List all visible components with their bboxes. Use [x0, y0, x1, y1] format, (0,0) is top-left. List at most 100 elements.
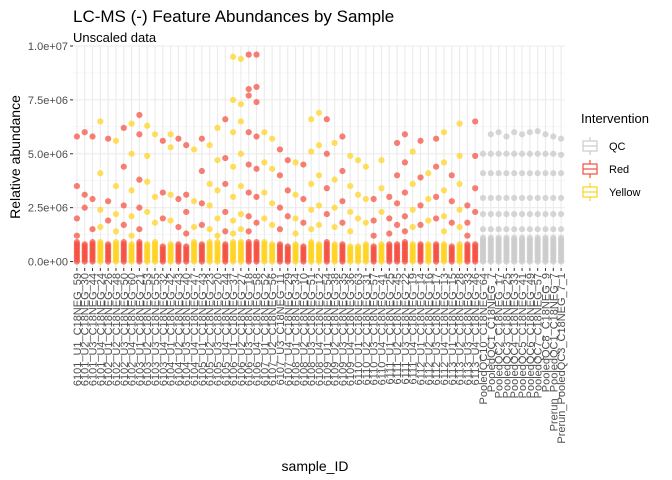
data-point — [136, 226, 143, 233]
sample-series — [331, 139, 338, 265]
data-point — [518, 194, 526, 202]
data-point — [393, 200, 401, 207]
data-point — [237, 55, 245, 63]
data-point — [261, 129, 268, 136]
data-point — [503, 133, 510, 140]
data-point — [284, 187, 291, 194]
data-point — [534, 211, 541, 218]
x-tick-label: 6105_U3_C18NEG_20 — [212, 273, 224, 386]
y-tick-label: 7.5e+06 — [28, 95, 68, 107]
data-point — [425, 241, 432, 248]
x-tick-label: 6107_U2_C18NEG_56 — [267, 273, 279, 386]
data-point — [448, 198, 455, 205]
data-point — [511, 234, 518, 241]
data-point — [136, 131, 143, 138]
data-point — [112, 137, 120, 144]
data-point — [175, 135, 182, 142]
data-point — [534, 194, 541, 202]
data-point — [347, 182, 354, 190]
sample-series — [183, 142, 190, 265]
data-point — [409, 148, 416, 155]
data-point — [89, 133, 96, 140]
data-point — [440, 228, 448, 235]
data-point — [526, 211, 533, 218]
data-point — [245, 92, 252, 99]
data-point — [308, 226, 315, 233]
legend: Intervention QC Red Yellow — [581, 111, 649, 201]
data-point — [253, 239, 260, 246]
sample-series — [308, 116, 315, 265]
sample-series — [261, 129, 268, 265]
legend-key — [582, 137, 598, 155]
data-point — [511, 226, 518, 233]
data-point — [276, 172, 284, 179]
x-tick-label: 6103_U4_C18NEG_32 — [158, 273, 170, 386]
data-point — [401, 213, 409, 220]
data-point — [253, 193, 260, 200]
data-point — [448, 219, 455, 226]
data-point — [112, 239, 120, 246]
data-point — [128, 187, 135, 194]
data-point — [487, 226, 494, 233]
data-point — [237, 182, 245, 190]
data-point — [495, 150, 502, 157]
data-point — [261, 189, 268, 196]
data-point — [159, 189, 166, 196]
data-point — [214, 157, 221, 164]
data-point — [417, 202, 424, 209]
data-point — [331, 223, 338, 231]
sample-series — [284, 157, 291, 265]
data-point — [315, 202, 323, 209]
data-point — [495, 226, 502, 233]
data-point — [276, 241, 284, 248]
data-point — [222, 116, 229, 123]
data-point — [331, 204, 338, 211]
data-point — [472, 185, 479, 192]
sample-series — [518, 131, 526, 265]
data-point — [253, 165, 260, 172]
data-point — [229, 230, 237, 237]
data-point — [229, 193, 237, 200]
data-point — [105, 198, 112, 205]
data-point — [73, 239, 81, 246]
data-point — [222, 180, 229, 188]
data-point — [245, 129, 252, 136]
sample-series — [495, 129, 502, 265]
data-point — [253, 51, 260, 58]
data-point — [495, 234, 502, 241]
x-tick-label: 6109_U3_C18NEG_35 — [337, 273, 349, 386]
x-tick-label: 6101_U4_C18NEG_24 — [95, 273, 107, 386]
data-point — [167, 144, 174, 151]
data-point — [487, 234, 494, 241]
data-point — [456, 241, 463, 248]
data-point — [378, 157, 385, 164]
x-tick-label: 6107_U1_C18NEG_52 — [259, 273, 271, 386]
data-point — [136, 204, 143, 211]
data-point — [261, 215, 268, 222]
data-point — [237, 150, 245, 157]
data-point — [550, 170, 557, 177]
data-point — [97, 170, 104, 177]
data-point — [261, 239, 268, 246]
data-point — [495, 211, 502, 218]
data-point — [315, 142, 323, 149]
data-point — [198, 221, 205, 228]
data-point — [159, 137, 166, 144]
data-point — [433, 215, 440, 222]
x-tick-label: 6102_U1_C18NEG_26 — [103, 273, 115, 386]
data-point — [175, 195, 182, 203]
data-point — [175, 223, 182, 231]
data-point — [370, 217, 377, 224]
x-tick-label: 6104_U2_C18NEG_43 — [173, 273, 185, 386]
data-point — [347, 152, 354, 160]
sample-series — [151, 131, 159, 265]
sample-series — [347, 152, 354, 265]
data-point — [97, 118, 104, 125]
data-point — [253, 83, 260, 91]
sample-series — [81, 129, 88, 265]
sample-series — [386, 193, 393, 265]
data-point — [347, 243, 354, 250]
x-tick-label: 6105_U2_C18NEG_23 — [205, 273, 217, 386]
data-point — [542, 131, 549, 138]
data-point — [378, 208, 385, 216]
